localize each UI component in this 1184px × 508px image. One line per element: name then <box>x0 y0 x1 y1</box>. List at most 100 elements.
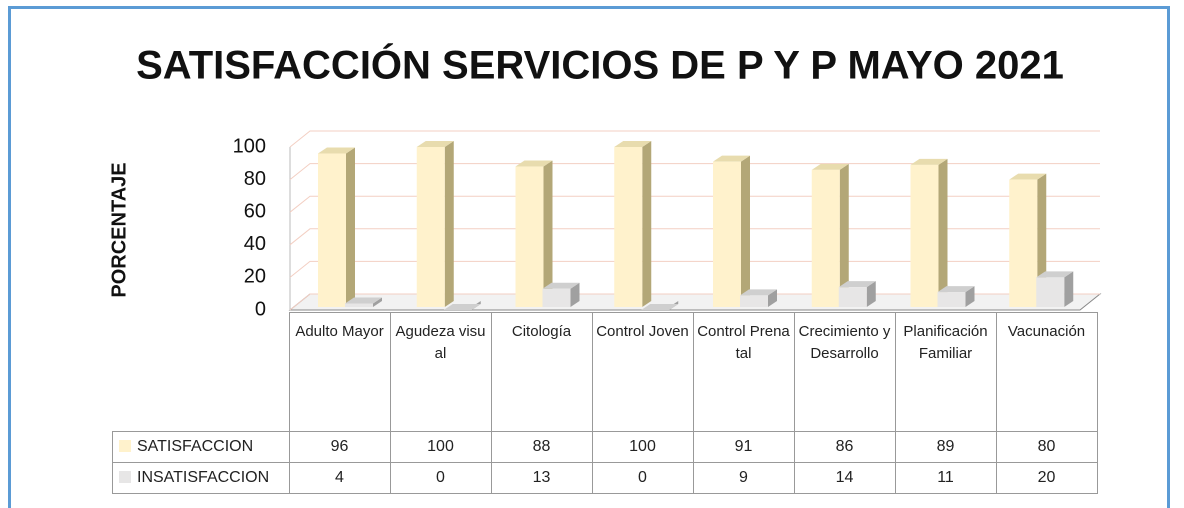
legend-label: INSATISFACCION <box>137 469 270 486</box>
blank-cell <box>112 312 290 432</box>
bar-face <box>570 282 580 307</box>
category-label: Vacunación <box>995 312 1098 432</box>
bar-face <box>965 286 975 307</box>
bar-face <box>740 289 777 296</box>
bar-face <box>1064 271 1074 307</box>
bar <box>416 141 454 307</box>
value-cell: 0 <box>591 462 694 494</box>
value-cell: 91 <box>692 431 795 463</box>
grid-line <box>289 195 1100 213</box>
bar-face <box>614 141 652 147</box>
bar-face <box>543 160 553 307</box>
legend-key <box>119 471 131 483</box>
bar <box>937 286 975 307</box>
category-label: Adulto Mayor <box>288 312 391 432</box>
value-cell: 89 <box>894 431 997 463</box>
frame-border <box>8 6 1170 508</box>
value-cell: 0 <box>389 462 492 494</box>
bar-face <box>515 166 544 307</box>
bar <box>641 301 679 310</box>
grid-line <box>289 130 1100 148</box>
bar-face <box>444 141 454 307</box>
header-row: Adulto Mayor Agudeza visual Citología Contr… <box>112 312 1098 432</box>
value-cell: 86 <box>793 431 896 463</box>
bar-face <box>642 141 652 307</box>
value-cell: 100 <box>591 431 694 463</box>
bar-face <box>740 295 768 307</box>
bar-face <box>910 164 939 307</box>
bar-face <box>345 297 382 304</box>
y-tick-label: 80 <box>244 168 266 190</box>
bar <box>838 281 876 307</box>
bar-face <box>938 158 948 307</box>
data-table: Adulto Mayor Agudeza visual Citología Contr… <box>112 312 1098 494</box>
bar-face <box>542 288 571 307</box>
bar <box>740 289 777 307</box>
bar-face <box>1036 277 1065 307</box>
bar-face <box>838 281 876 288</box>
series-name-cell: SATISFACCION <box>112 431 290 463</box>
bar-face <box>515 160 553 167</box>
bar-face <box>866 281 876 307</box>
bar-face <box>416 147 445 307</box>
y-tick-label: 20 <box>244 266 266 288</box>
bar <box>1009 173 1047 307</box>
value-cell: 20 <box>995 462 1098 494</box>
grid-line <box>289 260 1100 278</box>
category-label: Crecimiento y Desarrollo <box>793 312 896 432</box>
bar <box>318 147 355 307</box>
y-tick-label: 60 <box>244 200 266 222</box>
value-cell: 80 <box>995 431 1098 463</box>
y-axis-title: PORCENTAJE <box>108 162 130 297</box>
bar-face <box>416 141 454 147</box>
bar-face <box>839 163 849 307</box>
bar-face <box>713 161 741 307</box>
bar-face <box>443 304 481 310</box>
bar-face <box>614 147 643 307</box>
value-cell: 11 <box>894 462 997 494</box>
bar <box>443 301 481 310</box>
grid-line <box>289 228 1100 246</box>
bar-face <box>741 155 750 307</box>
bar-face <box>937 286 975 293</box>
category-label: Control Joven <box>591 312 694 432</box>
bar <box>713 155 750 307</box>
bar <box>614 141 652 307</box>
bar-face <box>811 169 840 307</box>
category-label: Agudeza visual <box>389 312 492 432</box>
value-cell: 9 <box>692 462 795 494</box>
bar <box>910 158 948 307</box>
y-tick-label: 0 <box>255 298 266 320</box>
y-tick-label: 40 <box>244 233 266 255</box>
value-cell: 4 <box>288 462 391 494</box>
bar-face <box>318 153 346 307</box>
value-cell: 14 <box>793 462 896 494</box>
category-label: Citología <box>490 312 593 432</box>
bar-face <box>910 158 948 165</box>
bar-face <box>937 292 966 307</box>
category-label: Control Prenatal <box>692 312 795 432</box>
floor <box>288 293 1102 311</box>
bar <box>542 282 580 307</box>
bar-face <box>542 282 580 289</box>
bar-face <box>318 147 355 154</box>
bar-face <box>373 297 382 307</box>
series-name-cell: INSATISFACCION <box>112 462 290 494</box>
grid-line <box>289 163 1100 180</box>
value-cell: 88 <box>490 431 593 463</box>
bar <box>345 297 382 307</box>
bar-face <box>713 155 750 162</box>
bar <box>811 163 849 307</box>
bar-face <box>345 303 373 307</box>
bar-face <box>641 304 679 310</box>
bar-face <box>1009 179 1038 307</box>
legend-key <box>119 440 131 452</box>
value-cell: 100 <box>389 431 492 463</box>
series-row: INSATISFACCION 4 0 13 0 9 14 11 20 <box>112 462 1098 494</box>
value-cell: 13 <box>490 462 593 494</box>
bar <box>515 160 553 307</box>
bar-face <box>811 163 849 170</box>
bar-face <box>1036 271 1074 278</box>
